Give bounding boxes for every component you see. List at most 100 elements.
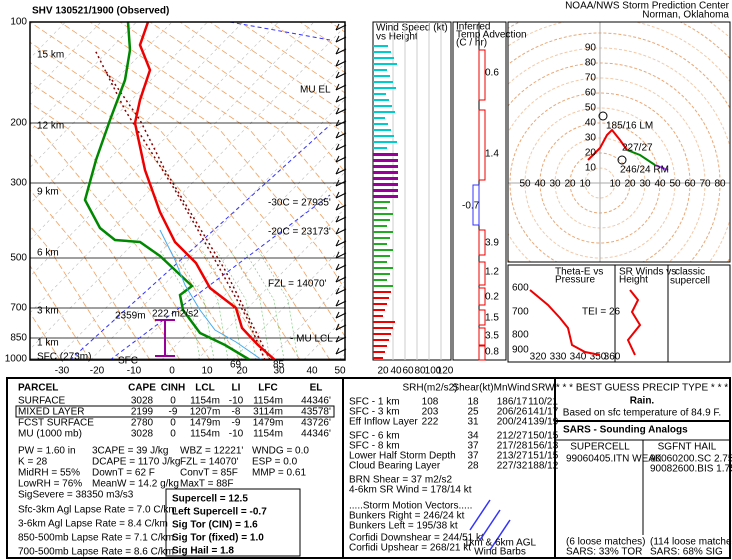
cell: 141/17: [528, 407, 559, 418]
column-header: PARCEL: [18, 383, 58, 394]
pressure-label: 850: [10, 333, 27, 344]
analog: 90060200.SC 2.75: [650, 454, 732, 465]
wind-barb: [335, 191, 340, 199]
column-header: CAPE: [128, 383, 156, 394]
temp-label: 0: [169, 366, 175, 377]
dry-adiabat: [30, 41, 331, 360]
wind-bar: [373, 81, 393, 83]
wind-barb: [335, 48, 347, 55]
composite: Supercell = 12.5: [172, 494, 248, 505]
caption: Wind Barbs: [474, 547, 526, 558]
dry-adiabat: [30, 82, 271, 360]
annotation: 2359m: [115, 311, 146, 322]
wind-bar: [373, 147, 387, 149]
dry-adiabat: [89, 22, 345, 245]
wind-bar: [373, 339, 389, 341]
cell: 2780: [131, 418, 154, 429]
hodo-trace: [587, 128, 628, 161]
temp-label: -10: [127, 366, 142, 377]
index: MeanW = 14.2 g/kg: [92, 479, 179, 490]
advection-box: [478, 261, 486, 286]
cell: 213/27: [497, 451, 528, 462]
wind-bar: [373, 51, 391, 53]
ring-label: 10: [585, 163, 597, 174]
class-label: classic: [675, 267, 705, 278]
cell: MU (1000 mb): [18, 429, 82, 440]
tick-label: 60: [402, 366, 414, 377]
pressure-label: 300: [10, 178, 27, 189]
panel-title: Temp Advection: [456, 30, 527, 41]
cell: 2199: [131, 407, 154, 418]
advection-value: 1.4: [485, 149, 499, 160]
wind-barb: [335, 179, 340, 187]
hodo-trace: [654, 164, 669, 171]
srwind-trace: [626, 289, 642, 356]
sars-header: SGFNT HAIL: [658, 442, 717, 453]
dry-adiabat: [30, 62, 301, 360]
advection-value: 3.5: [485, 331, 499, 342]
cell: 31: [467, 417, 479, 428]
panel-title: Pressure: [555, 275, 595, 286]
lapse-rate: Sfc-3km Agl Lapse Rate = 7.0 C/km: [18, 505, 177, 516]
dry-adiabat: [209, 22, 345, 114]
precip-title: * * * BEST GUESS PRECIP TYPE * * *: [556, 383, 728, 394]
wind-bar: [373, 279, 387, 281]
dry-adiabat: [30, 153, 181, 360]
sars-pct: SARS: 33% TOR: [566, 547, 642, 558]
lapse-rate: 850-500mb Lapse Rate = 7.1 C/km: [18, 533, 174, 544]
cell: -9: [169, 407, 178, 418]
dry-adiabat: [30, 264, 91, 360]
wind-barb: [335, 119, 340, 127]
wind-bar: [373, 171, 398, 174]
column-header: LFC: [258, 383, 277, 394]
kinematic-line: Corfidi Upshear = 268/21 kt: [349, 543, 471, 554]
isotherm: [54, 62, 345, 360]
pressure-label: 200: [10, 118, 27, 129]
wind-bar: [373, 267, 393, 269]
cell: 0: [170, 396, 176, 407]
cell: 34: [467, 431, 479, 442]
isotherm: [196, 207, 345, 360]
advection-box: [478, 287, 486, 306]
annotation: -30C = 27935': [268, 198, 331, 209]
tick-label: 350: [590, 352, 607, 363]
wind-barb: [335, 239, 340, 247]
wind-barb: [335, 203, 340, 211]
wind-barb: [335, 323, 340, 331]
advection-box: [478, 327, 486, 346]
wind-bar: [373, 225, 387, 227]
dry-adiabat: [179, 22, 345, 137]
annotation: - MU LCL: [290, 334, 333, 345]
composite: Sig Tor (fixed) = 1.0: [172, 533, 264, 544]
index: FZL = 14070': [180, 457, 239, 468]
tick-label: 320: [530, 352, 547, 363]
wind-barb: [335, 275, 340, 283]
cell: 222: [422, 417, 439, 428]
panel-title: Wind Speed (kt): [376, 23, 448, 34]
isotherm: [267, 280, 345, 360]
hodograph-frame: [507, 21, 731, 263]
wind-barb: [335, 132, 347, 139]
ring-label: 90: [585, 43, 597, 54]
ring-label: 30: [639, 179, 651, 190]
dry-adiabat: [239, 22, 345, 94]
advection-box: [478, 309, 486, 326]
ring-label: 50: [519, 179, 531, 190]
sars-title: SARS - Sounding Analogs: [563, 425, 688, 436]
advection-box: [478, 109, 486, 181]
pressure-label: 1000: [5, 354, 28, 365]
wind-barb: [335, 71, 340, 79]
storm-motion: [617, 155, 627, 165]
tick-label: 360: [604, 352, 621, 363]
cell: 217/28: [497, 441, 528, 452]
kinematic-line: BRN Shear = 37 m2/s2: [349, 475, 453, 486]
cell: 1479m: [190, 418, 221, 429]
skewt-plot: [30, 22, 345, 360]
advection-value: 0.8: [485, 347, 499, 358]
wind-bar: [373, 75, 390, 77]
wind-barb: [335, 60, 347, 67]
index: ConvT = 85F: [180, 468, 238, 479]
cell: 44346': [301, 429, 331, 440]
wind-bar: [373, 297, 389, 299]
wind-barb: [335, 144, 347, 151]
